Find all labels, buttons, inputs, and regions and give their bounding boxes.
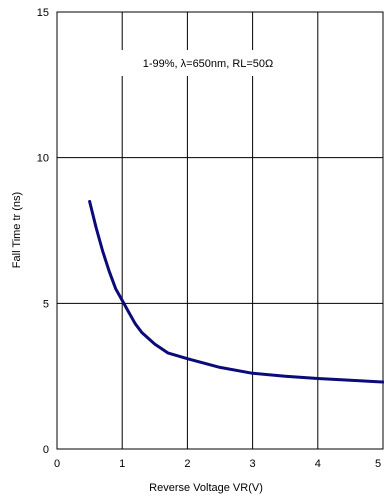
x-tick-label: 5	[375, 458, 381, 470]
y-tick-label: 10	[37, 153, 49, 165]
x-tick-label: 0	[54, 458, 60, 470]
series-line	[88, 199, 384, 384]
y-axis-label: Fall Time tr (ns)	[11, 192, 23, 268]
tick-labels: 0 1 2 3 4 5 0 5 10 15	[37, 7, 381, 470]
x-tick-label: 1	[119, 458, 125, 470]
annotation-background	[102, 50, 316, 76]
x-tick-label: 2	[184, 458, 190, 470]
x-axis-label: Reverse Voltage VR(V)	[149, 482, 263, 494]
y-tick-label: 5	[43, 298, 49, 310]
y-tick-label: 0	[43, 444, 49, 456]
x-tick-label: 3	[250, 458, 256, 470]
annotation-text: 1-99%, λ=650nm, RL=50Ω	[143, 58, 274, 70]
grid-lines	[57, 12, 383, 449]
x-tick-label: 4	[315, 458, 321, 470]
y-tick-label: 15	[37, 7, 49, 19]
plot-area	[56, 11, 384, 450]
